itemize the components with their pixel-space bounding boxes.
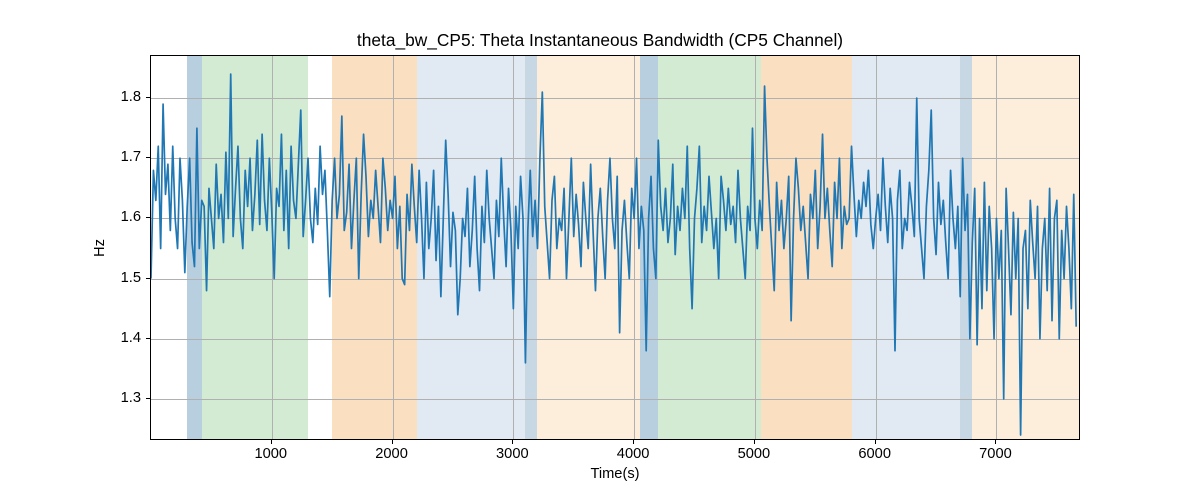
y-tick <box>146 338 150 339</box>
signal-line <box>151 56 1080 440</box>
x-axis-label: Time(s) <box>590 466 639 482</box>
y-tick <box>146 157 150 158</box>
y-tick <box>146 278 150 279</box>
chart-title: theta_bw_CP5: Theta Instantaneous Bandwi… <box>0 30 1200 51</box>
y-tick <box>146 97 150 98</box>
x-tick <box>633 440 634 444</box>
x-tick <box>271 440 272 444</box>
x-tick-label: 1000 <box>254 446 287 462</box>
x-tick-label: 6000 <box>858 446 891 462</box>
y-axis-label: Hz <box>92 239 108 257</box>
chart-axes <box>150 55 1080 440</box>
y-tick-label: 1.5 <box>121 270 141 286</box>
y-tick <box>146 398 150 399</box>
x-tick-label: 3000 <box>496 446 529 462</box>
x-tick <box>392 440 393 444</box>
x-tick <box>875 440 876 444</box>
y-tick-label: 1.4 <box>121 330 141 346</box>
x-tick-label: 4000 <box>617 446 650 462</box>
y-tick-label: 1.8 <box>121 89 141 105</box>
x-tick-label: 5000 <box>738 446 771 462</box>
y-tick-label: 1.6 <box>121 209 141 225</box>
x-tick <box>995 440 996 444</box>
figure: theta_bw_CP5: Theta Instantaneous Bandwi… <box>0 0 1200 500</box>
x-tick-label: 7000 <box>979 446 1012 462</box>
x-tick <box>754 440 755 444</box>
x-tick-label: 2000 <box>375 446 408 462</box>
y-tick-label: 1.7 <box>121 149 141 165</box>
y-tick-label: 1.3 <box>121 390 141 406</box>
y-tick <box>146 217 150 218</box>
x-tick <box>512 440 513 444</box>
